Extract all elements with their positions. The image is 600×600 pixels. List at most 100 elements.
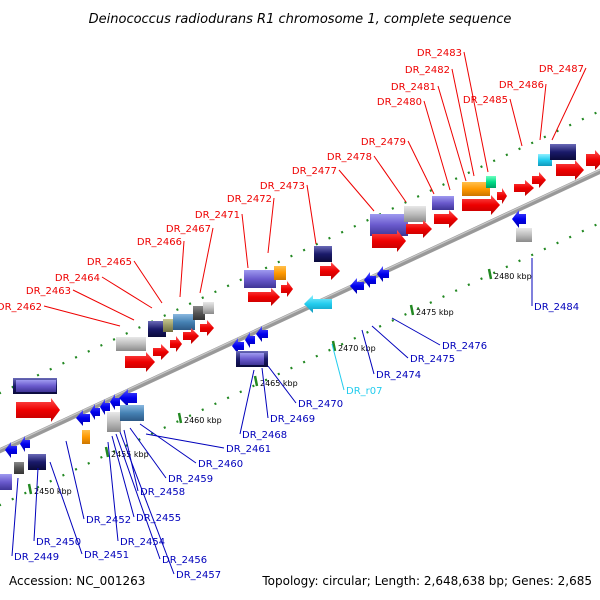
forward-gene-label: DR_2481 — [391, 82, 436, 93]
forward-gene-label: DR_2485 — [463, 95, 508, 106]
reverse-gene-label: DR_2454 — [120, 537, 165, 548]
scale-dot-lower — [264, 378, 268, 382]
gene-arrow — [556, 160, 584, 180]
gene-arrow — [372, 230, 406, 252]
gene-arrow — [304, 295, 332, 313]
scale-dot-lower — [290, 366, 293, 370]
leader-line — [407, 140, 435, 195]
leader-line — [463, 51, 489, 173]
reverse-gene-label: DR_2456 — [162, 555, 207, 566]
scale-dot-upper — [366, 218, 369, 222]
gene-arrow — [200, 320, 214, 336]
scale-dot-upper — [201, 296, 205, 300]
leader-line — [423, 100, 451, 191]
gene-box — [244, 270, 276, 288]
gene-arrow — [76, 410, 90, 426]
leader-line — [338, 169, 375, 212]
major-tick — [177, 412, 183, 424]
gene-box — [107, 412, 121, 432]
scale-dot-lower — [442, 295, 445, 298]
leader-line — [509, 98, 523, 147]
scale-dot-lower — [87, 461, 91, 465]
scale-dot-upper — [556, 129, 559, 133]
scale-dot-upper — [340, 230, 344, 234]
backbone-highlight — [0, 169, 600, 450]
scale-dot-upper — [36, 373, 40, 377]
scale-dot-lower — [378, 324, 382, 328]
scale-dot-lower — [568, 235, 572, 239]
leader-line — [72, 289, 135, 321]
leader-line — [261, 367, 269, 419]
leader-line — [331, 343, 345, 391]
scale-dot-lower — [594, 223, 597, 227]
scale-dot-upper — [505, 153, 509, 157]
leader-line — [199, 227, 214, 294]
gene-box — [116, 337, 146, 351]
leader-line — [111, 435, 135, 518]
gene-box — [314, 246, 332, 262]
gene-arrow — [5, 442, 17, 458]
forward-gene-label: DR_2463 — [26, 286, 71, 297]
leader-line — [306, 184, 317, 245]
leader-line — [241, 213, 249, 269]
leader-line — [373, 155, 407, 203]
scale-dot-lower — [214, 402, 217, 406]
leader-line — [129, 427, 167, 479]
scale-dot-lower — [49, 479, 53, 483]
forward-gene-label: DR_2467 — [166, 224, 211, 235]
gene-arrow — [532, 172, 546, 188]
scale-dot-lower — [340, 342, 344, 346]
gene-arrow — [90, 404, 100, 420]
gene-arrow — [462, 195, 500, 215]
scale-dot-upper — [112, 337, 116, 341]
reverse-gene-label: DR_2450 — [36, 537, 81, 548]
scale-dot-upper — [530, 141, 534, 145]
leader-line — [65, 440, 85, 520]
gene-arrow — [512, 210, 526, 228]
reverse-gene-label: DR_2451 — [84, 550, 129, 561]
scale-dot-upper — [125, 332, 129, 335]
forward-gene-label: DR_2479 — [361, 137, 406, 148]
reverse-gene-label: DR_2474 — [376, 370, 421, 381]
gene-box — [486, 176, 496, 188]
scale-dot-upper — [138, 326, 141, 329]
leader-line — [101, 276, 153, 309]
scale-label: 2450 kbp — [34, 487, 72, 496]
forward-gene-label: DR_2486 — [499, 80, 544, 91]
scale-dot-upper — [391, 206, 395, 210]
gene-arrow — [320, 262, 340, 280]
reverse-gene-label: DR_2459 — [168, 474, 213, 485]
scale-dot-lower — [556, 241, 559, 245]
gene-box — [240, 353, 264, 365]
leader-line — [107, 441, 119, 542]
gene-box — [516, 228, 532, 242]
reverse-gene-label: DR_2452 — [86, 515, 131, 526]
gene-arrow — [183, 328, 199, 344]
scale-label: 2480 kbp — [494, 272, 532, 281]
scale-dot-upper — [492, 159, 496, 163]
gene-arrow — [406, 220, 432, 238]
scale-dot-lower — [467, 283, 471, 287]
leader-line — [361, 329, 375, 375]
scale-dot-upper — [0, 391, 2, 395]
gene-box — [432, 196, 454, 210]
gene-box — [404, 206, 426, 222]
major-tick — [27, 483, 33, 495]
scale-dot-upper — [74, 355, 78, 359]
scale-label: 2475 kbp — [416, 308, 454, 317]
forward-gene-label: DR_2465 — [87, 257, 132, 268]
gene-features — [0, 144, 600, 490]
scale-dot-lower — [454, 289, 458, 293]
scale-dot-upper — [594, 111, 597, 115]
scale-dot-lower — [505, 265, 509, 269]
scale-dot-lower — [277, 372, 281, 376]
accession-text: Accession: NC_001263 — [9, 574, 145, 588]
scale-dot-lower — [176, 420, 179, 424]
scale-dot-upper — [264, 266, 268, 270]
gene-box — [203, 302, 214, 314]
gene-arrow — [100, 399, 110, 415]
gene-arrow — [434, 210, 458, 228]
scale-dot-lower — [252, 384, 255, 388]
backbone-line — [0, 168, 600, 454]
